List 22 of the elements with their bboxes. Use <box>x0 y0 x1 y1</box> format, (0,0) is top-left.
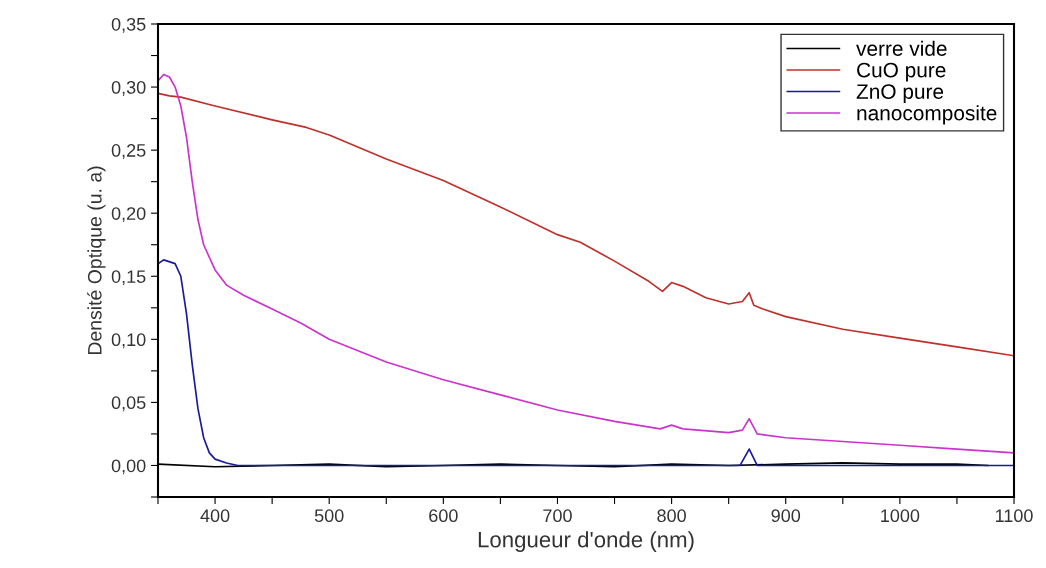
x-tick-label: 900 <box>771 509 801 523</box>
y-tick-label: 0,10 <box>111 333 146 349</box>
x-tick-label: 400 <box>200 509 230 523</box>
y-tick-label: 0,35 <box>111 17 146 33</box>
x-tick-label: 700 <box>543 509 572 523</box>
legend-label: CuO pure <box>857 62 946 82</box>
y-tick-label: 0,05 <box>111 396 146 412</box>
x-tick-label: 600 <box>429 509 458 523</box>
legend-label: nanocomposite <box>857 105 997 125</box>
y-tick-label: 0,15 <box>111 270 146 286</box>
x-axis-title: Longueur d'onde (nm) <box>478 531 694 552</box>
y-tick-label: 0,00 <box>111 459 146 475</box>
x-tick-label: 500 <box>314 509 344 523</box>
y-tick-label: 0,20 <box>111 207 146 223</box>
x-tick-label: 1000 <box>881 509 920 523</box>
y-tick-label: 0,25 <box>111 144 146 159</box>
x-tick-label: 800 <box>657 509 686 523</box>
y-axis-title: Densité Optique (u. a) <box>87 166 106 355</box>
x-tick-label: 1100 <box>995 509 1033 523</box>
y-tick-label: 0,30 <box>111 81 146 96</box>
legend-label: ZnO pure <box>856 84 944 104</box>
legend-label: verre vide <box>856 40 947 56</box>
